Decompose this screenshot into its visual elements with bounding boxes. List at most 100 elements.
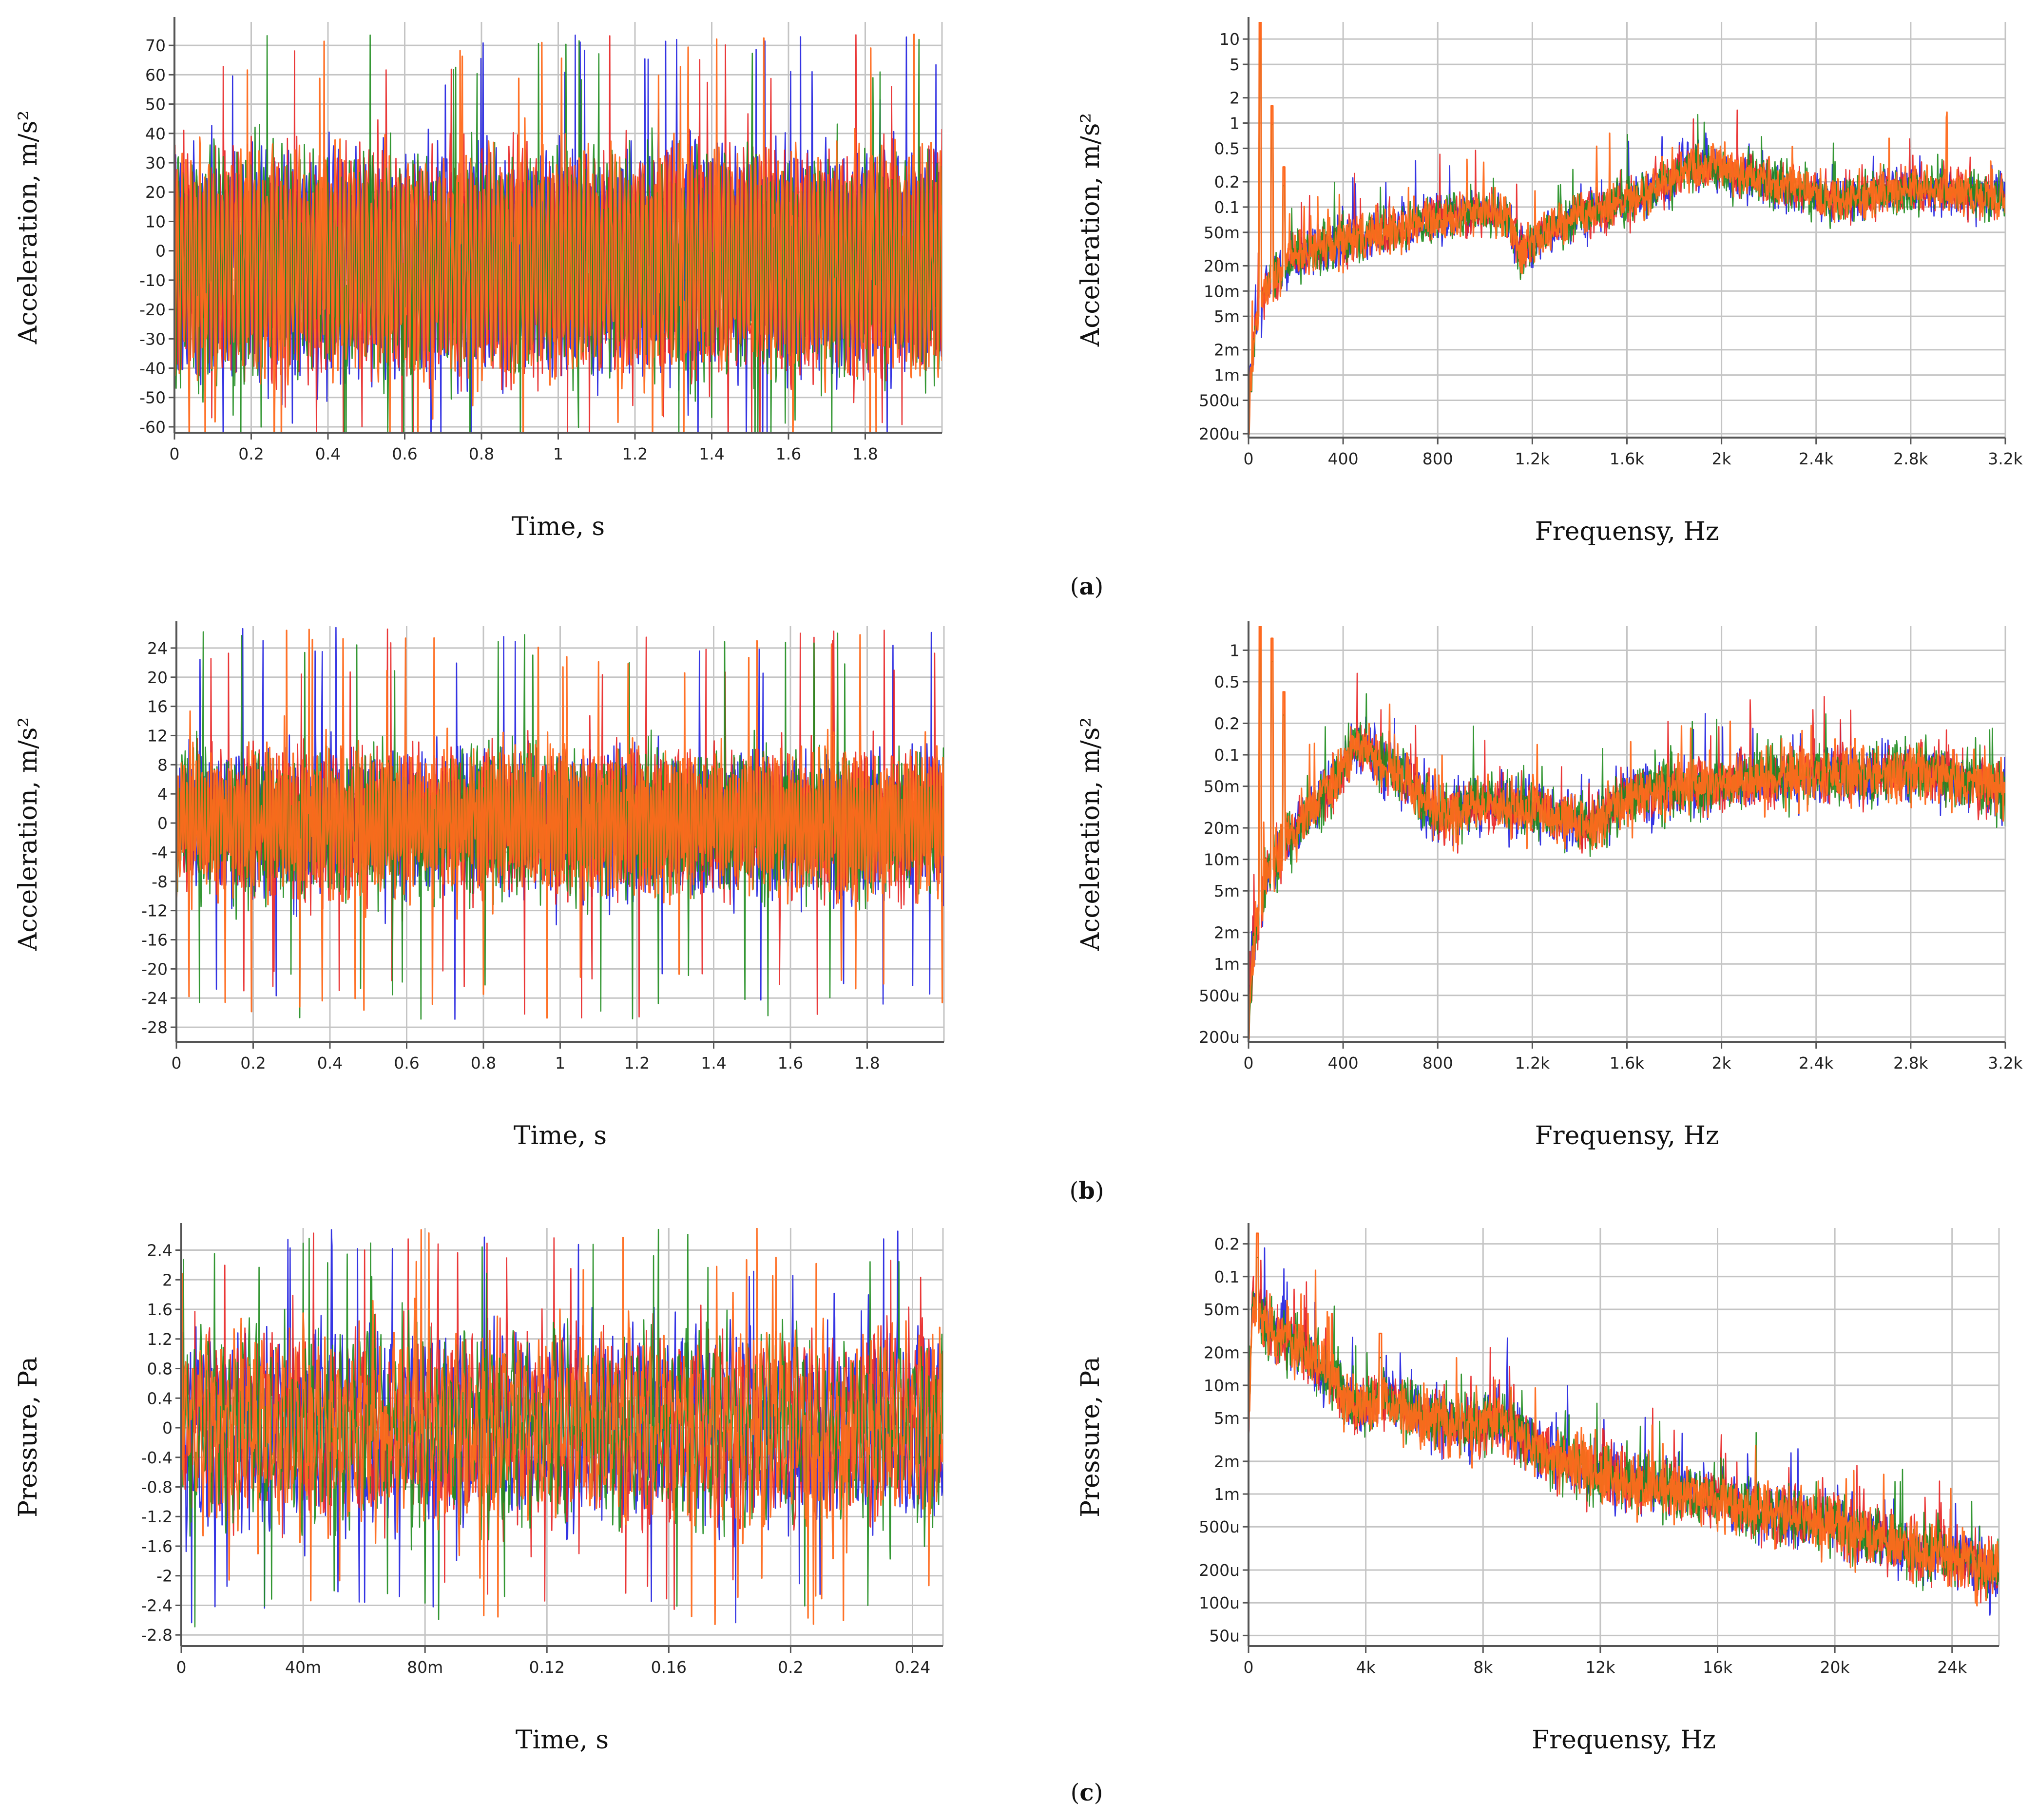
x-tick-label: 0.24 bbox=[895, 1658, 930, 1677]
y-tick-label: 4 bbox=[157, 785, 168, 804]
y-tick-label: 1 bbox=[1230, 641, 1240, 660]
x-tick-label: 0 bbox=[1244, 449, 1254, 468]
y-tick-label: 24 bbox=[147, 639, 168, 658]
y-tick-label: 70 bbox=[145, 36, 166, 55]
y-tick-label: 1m bbox=[1214, 955, 1240, 974]
x-tick-label: 0.2 bbox=[240, 1054, 266, 1073]
x-tick-label: 1.4 bbox=[699, 444, 724, 463]
y-tick-label: -20 bbox=[141, 959, 168, 978]
y-tick-label: 40 bbox=[145, 124, 166, 143]
series-group bbox=[1249, 22, 2005, 435]
series-line-4 bbox=[176, 629, 944, 1019]
y-tick-label: 100u bbox=[1199, 1593, 1240, 1612]
x-tick-label: 1.8 bbox=[852, 444, 878, 463]
y-tick-label: 10 bbox=[1219, 30, 1240, 49]
x-tick-label: 800 bbox=[1422, 1054, 1453, 1073]
y-tick-label: 2m bbox=[1214, 1452, 1240, 1471]
y-tick-label: 30 bbox=[145, 153, 166, 172]
y-tick-label: 20 bbox=[145, 183, 166, 202]
x-tick-label: 0 bbox=[172, 1054, 182, 1073]
y-tick-label: 1m bbox=[1214, 1485, 1240, 1504]
x-tick-label: 2k bbox=[1712, 1054, 1732, 1073]
y-tick-label: 0.2 bbox=[1214, 714, 1240, 733]
y-tick-label: -2.4 bbox=[141, 1596, 173, 1615]
y-tick-label: -8 bbox=[152, 872, 168, 891]
x-tick-label: 1.6k bbox=[1610, 1054, 1645, 1073]
x-tick-label: 0.6 bbox=[392, 444, 417, 463]
y-tick-label: -24 bbox=[141, 989, 168, 1008]
x-tick-label: 1.6 bbox=[776, 444, 801, 463]
y-tick-label: 0 bbox=[155, 242, 166, 261]
y-tick-label: -10 bbox=[139, 271, 166, 290]
x-tick-label: 0.12 bbox=[529, 1658, 564, 1677]
series-line-4 bbox=[1249, 626, 2005, 1039]
x-tick-label: 1.8 bbox=[854, 1054, 880, 1073]
x-tick-label: 80m bbox=[407, 1658, 443, 1677]
x-tick-label: 800 bbox=[1422, 449, 1453, 468]
y-tick-label: 0.2 bbox=[1214, 1235, 1240, 1254]
series-line-4 bbox=[1249, 22, 2005, 435]
y-tick-label: 0.5 bbox=[1214, 672, 1240, 691]
y-tick-label: 0.8 bbox=[147, 1360, 173, 1379]
series-group bbox=[176, 627, 944, 1020]
y-tick-label: -60 bbox=[139, 418, 166, 437]
x-tick-label: 0.6 bbox=[394, 1054, 419, 1073]
x-tick-label: 20k bbox=[1820, 1658, 1850, 1677]
y-tick-label: 200u bbox=[1199, 1561, 1240, 1580]
series-group bbox=[181, 1228, 943, 1628]
y-tick-label: 50m bbox=[1204, 777, 1240, 796]
x-tick-label: 400 bbox=[1328, 1054, 1359, 1073]
x-tick-label: 1.2 bbox=[622, 444, 648, 463]
panel-row-c: 0 40m 80m 0.12 0.16 0.2 0.242.421.61.20.80.40-… bbox=[14, 1223, 2000, 1806]
x-tick-label: 2k bbox=[1712, 449, 1732, 468]
y-tick-label: -0.8 bbox=[141, 1478, 173, 1497]
x-tick-label: 1.2 bbox=[624, 1054, 650, 1073]
y-tick-label: 0.1 bbox=[1214, 198, 1240, 217]
y-tick-label: 1 bbox=[1230, 114, 1240, 133]
caption-c: (c) bbox=[1071, 1779, 1103, 1806]
x-tick-label: 1.2k bbox=[1515, 449, 1550, 468]
x-tick-label: 8k bbox=[1473, 1658, 1493, 1677]
x-tick-label: 3.2k bbox=[1988, 1054, 2023, 1073]
y-tick-label: 5m bbox=[1214, 1409, 1240, 1428]
chart-b-time-acceleration: 0 0.2 0.4 0.6 0.8 1 1.2 1.4 1.6 1.8 24 20 16 12 8 4 0 -4 -… bbox=[14, 621, 945, 1150]
y-axis-label: Acceleration, m/s² bbox=[14, 717, 43, 952]
caption-a: (a) bbox=[1070, 573, 1104, 600]
y-tick-label: 8 bbox=[157, 755, 168, 774]
x-tick-label: 0.4 bbox=[315, 444, 341, 463]
y-tick-label: -20 bbox=[139, 300, 166, 319]
x-axis-label: Frequensy, Hz bbox=[1535, 1121, 1719, 1150]
caption-b: (b) bbox=[1069, 1177, 1104, 1205]
series-group bbox=[1249, 1232, 1999, 1616]
y-tick-label: 0.1 bbox=[1214, 746, 1240, 765]
y-tick-label: 10m bbox=[1204, 282, 1240, 301]
y-tick-label: 0 bbox=[157, 814, 168, 833]
y-tick-label: 5m bbox=[1214, 307, 1240, 326]
y-tick-label: 0.1 bbox=[1214, 1267, 1240, 1286]
x-tick-label: 0.2 bbox=[238, 444, 264, 463]
x-axis-label: Frequensy, Hz bbox=[1532, 1725, 1716, 1755]
y-tick-label: 2m bbox=[1214, 923, 1240, 942]
y-tick-label: -0.4 bbox=[141, 1448, 173, 1467]
x-tick-label: 2.4k bbox=[1799, 1054, 1834, 1073]
y-tick-label: 2m bbox=[1214, 341, 1240, 360]
x-tick-label: 2.8k bbox=[1893, 1054, 1928, 1073]
y-tick-label: 20m bbox=[1204, 256, 1240, 275]
x-tick-label: 0 bbox=[1244, 1054, 1254, 1073]
y-tick-label: 60 bbox=[145, 65, 166, 84]
y-tick-label: 200u bbox=[1199, 1028, 1240, 1047]
y-axis-label: Pressure, Pa bbox=[1076, 1357, 1105, 1517]
x-tick-label: 12k bbox=[1585, 1658, 1615, 1677]
x-tick-label: 1.4 bbox=[701, 1054, 726, 1073]
y-tick-label: -12 bbox=[141, 901, 168, 920]
y-tick-label: 0.5 bbox=[1214, 139, 1240, 158]
y-tick-label: 500u bbox=[1199, 1517, 1240, 1536]
y-tick-label: 5m bbox=[1214, 881, 1240, 900]
series-line-4 bbox=[174, 33, 942, 433]
series-line-4 bbox=[181, 1228, 943, 1625]
y-tick-label: 1m bbox=[1214, 366, 1240, 385]
y-axis-label: Acceleration, m/s² bbox=[1076, 113, 1105, 347]
chart-b-spectrum-acceleration: 0 400 800 1.2k 1.6k 2k 2.4k 2.8k 3.2k 1 0.5 0.2 0.1 5… bbox=[1076, 621, 2023, 1150]
x-axis-label: Time, s bbox=[512, 512, 605, 541]
x-axis-label: Time, s bbox=[514, 1121, 607, 1150]
